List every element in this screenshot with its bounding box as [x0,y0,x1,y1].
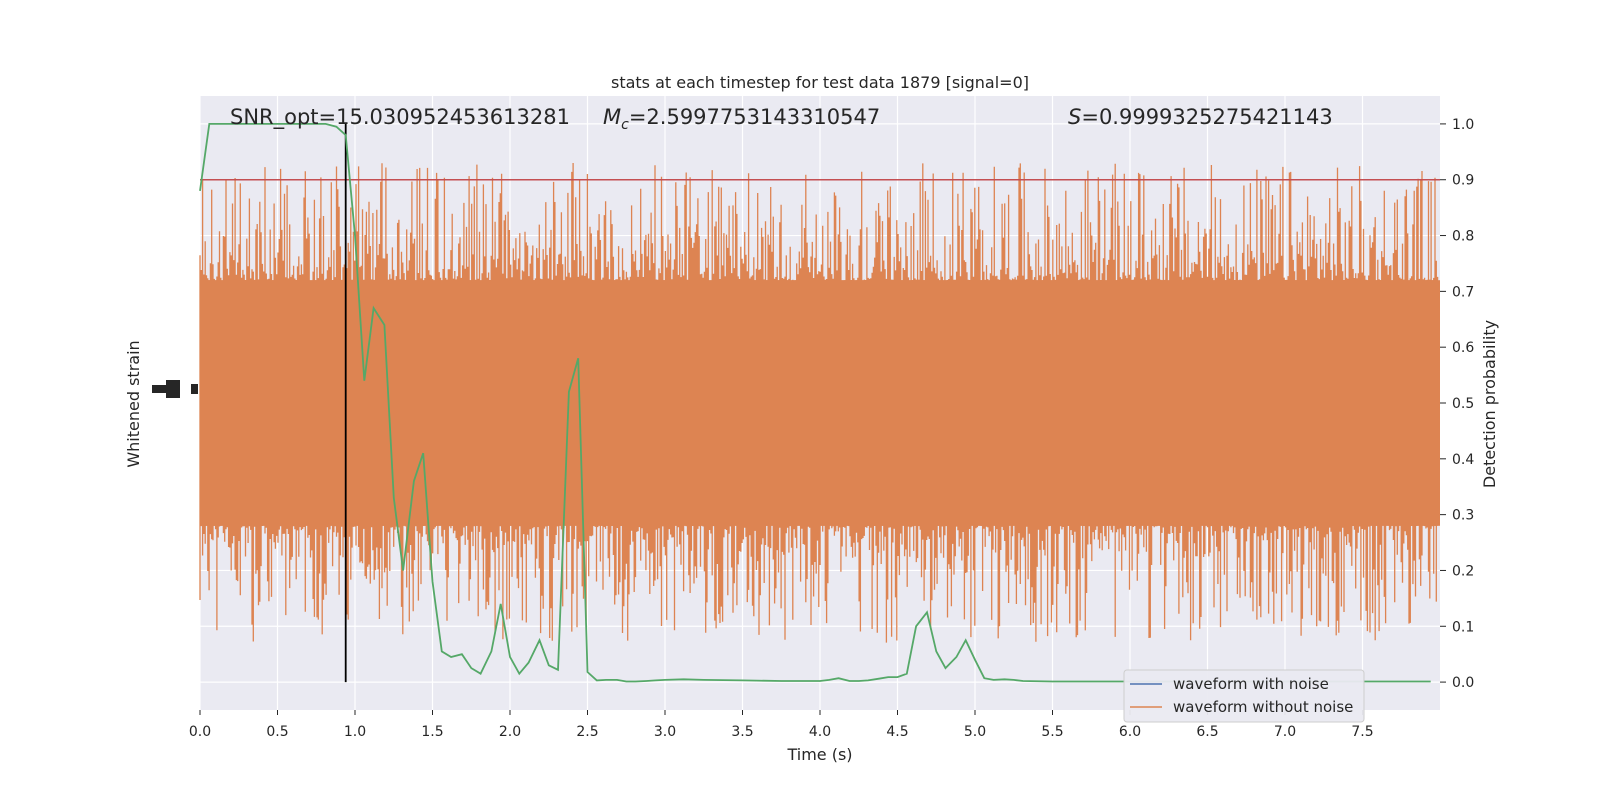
waveform-band-spikes [199,163,1439,643]
y-right-tick-label: 0.3 [1452,508,1474,524]
chirp-mass-value: =2.5997753143310547 [629,105,880,129]
x-tick-label: 0.0 [189,724,211,740]
legend-label-with-noise: waveform with noise [1173,675,1329,693]
y-right-tick-label: 0.5 [1452,396,1474,412]
chirp-mass-subscript: c [621,117,629,133]
left-tick-blob [152,385,166,393]
x-tick-label: 5.0 [964,724,986,740]
y-right-tick-label: 0.2 [1452,563,1474,579]
x-tick-label: 0.5 [266,724,288,740]
y-right-tick-label: 0.8 [1452,229,1474,245]
chart-title: stats at each timestep for test data 187… [611,73,1029,92]
y-right-tick-label: 1.0 [1452,117,1474,133]
x-tick-label: 3.5 [731,724,753,740]
x-tick-label: 3.0 [654,724,676,740]
x-tick-label: 6.5 [1196,724,1218,740]
waveform-without-noise-band [199,163,1440,643]
y-right-tick-label: 0.7 [1452,284,1474,300]
y-right-tick-label: 0.1 [1452,619,1474,635]
x-tick-label: 2.5 [576,724,598,740]
chirp-mass-annotation: Mc=2.5997753143310547 [603,105,880,133]
data-lines [199,123,1440,683]
x-tick-label: 5.5 [1041,724,1063,740]
x-tick-label: 7.0 [1274,724,1296,740]
y-axis-left-label: Whitened strain [124,340,143,467]
legend-box [1123,669,1365,723]
axes: 0.0 0.5 1.0 1.5 2.0 2.5 3.0 3.5 4.0 4.5 5.0 5.5 6.0 6… [189,117,1474,740]
left-tick-blob [166,380,180,398]
y-axis-right-label: Detection probability [1480,320,1499,488]
x-tick-label: 6.0 [1119,724,1141,740]
x-tick-label: 7.5 [1351,724,1373,740]
x-axis-label: Time (s) [786,745,852,764]
chirp-mass-symbol: M [603,105,621,129]
detection-probability-line [199,123,1431,683]
y-right-tick-label: 0.4 [1452,452,1474,468]
x-tick-label: 1.0 [344,724,366,740]
y-right-tick-label: 0.9 [1452,173,1474,189]
s-annotation: S=0.9999325275421143 [1068,105,1333,129]
x-tick-label: 2.0 [499,724,521,740]
legend: waveform with noise waveform without noi… [1123,669,1365,723]
y-right-tick-label: 0.0 [1452,675,1474,691]
y-right-tick-label: 0.6 [1452,340,1474,356]
left-tick-mark [191,384,198,394]
x-tick-label: 4.0 [809,724,831,740]
left-axis-overlapping-ticks [152,380,198,398]
s-value: =0.9999325275421143 [1081,105,1332,129]
s-symbol: S [1068,105,1081,129]
x-tick-label: 4.5 [886,724,908,740]
legend-label-without-noise: waveform without noise [1173,698,1353,716]
snr-annotation: SNR_opt=15.030952453613281 [230,105,570,130]
x-tick-label: 1.5 [421,724,443,740]
